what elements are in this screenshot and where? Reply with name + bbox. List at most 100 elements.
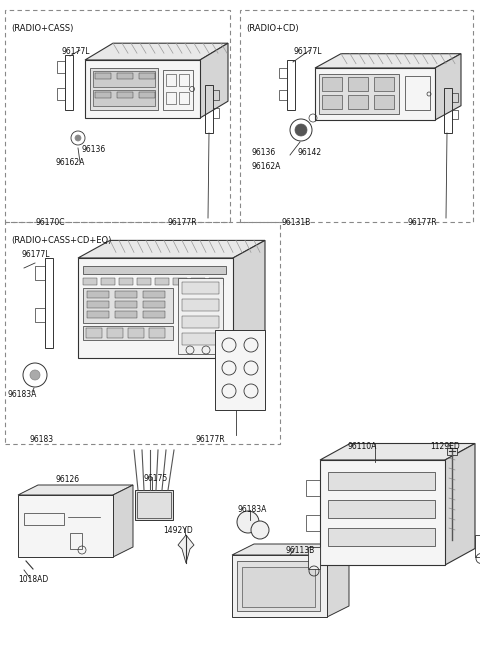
Text: 96126: 96126	[55, 475, 79, 484]
Text: 96183: 96183	[30, 435, 54, 444]
Bar	[213, 108, 219, 118]
Text: 96177L: 96177L	[294, 47, 323, 56]
Circle shape	[251, 521, 269, 539]
Text: 96170C: 96170C	[35, 218, 64, 227]
Polygon shape	[233, 240, 265, 358]
Bar	[95, 73, 111, 79]
Bar	[213, 90, 219, 100]
Polygon shape	[113, 485, 133, 557]
Bar	[308, 547, 320, 569]
Bar	[143, 291, 165, 298]
Text: 96177L: 96177L	[21, 250, 49, 259]
Bar	[209, 278, 223, 285]
Bar	[452, 93, 458, 102]
Polygon shape	[200, 43, 228, 118]
Bar	[178, 278, 223, 354]
Bar	[182, 333, 219, 345]
Bar	[117, 92, 133, 98]
Bar	[242, 567, 315, 607]
Text: 96162A: 96162A	[55, 158, 84, 167]
Text: 96113B: 96113B	[285, 546, 314, 555]
Bar	[279, 90, 287, 100]
Bar	[5, 222, 280, 444]
Bar	[374, 95, 394, 109]
Bar	[93, 90, 155, 106]
Bar	[139, 73, 155, 79]
Bar	[405, 76, 430, 110]
Text: 96183A: 96183A	[238, 505, 267, 514]
Bar	[35, 308, 45, 322]
Bar	[24, 513, 64, 525]
Text: 1018AD: 1018AD	[18, 575, 48, 584]
Polygon shape	[78, 240, 265, 258]
Bar	[287, 60, 295, 110]
Text: 96177L: 96177L	[62, 47, 91, 56]
Bar	[115, 291, 137, 298]
Bar	[232, 555, 327, 617]
Bar	[87, 291, 109, 298]
Bar	[452, 110, 458, 119]
Bar	[83, 278, 97, 285]
Text: (RADIO+CASS): (RADIO+CASS)	[11, 24, 73, 33]
Text: 96177R: 96177R	[195, 435, 225, 444]
Bar	[348, 77, 368, 91]
Bar	[205, 85, 213, 133]
Text: 96136: 96136	[82, 145, 106, 154]
Bar	[173, 278, 187, 285]
Bar	[95, 92, 111, 98]
Bar	[306, 480, 320, 496]
Bar	[115, 301, 137, 308]
Bar	[101, 278, 115, 285]
Text: 96136: 96136	[252, 148, 276, 157]
Bar	[57, 61, 65, 73]
Bar	[70, 533, 82, 549]
Bar	[182, 316, 219, 328]
Bar	[57, 88, 65, 100]
Bar	[83, 288, 173, 323]
Text: 96131B: 96131B	[281, 218, 310, 227]
Text: 96162A: 96162A	[252, 162, 281, 171]
Bar	[87, 311, 109, 318]
Bar	[119, 278, 133, 285]
Polygon shape	[85, 43, 228, 60]
Bar	[90, 68, 158, 110]
Circle shape	[237, 511, 259, 533]
Circle shape	[295, 124, 307, 136]
Bar	[35, 266, 45, 280]
Bar	[179, 92, 189, 104]
Bar	[117, 73, 133, 79]
Bar	[319, 74, 399, 114]
Bar	[128, 328, 144, 338]
Bar	[18, 495, 113, 557]
Bar	[166, 92, 176, 104]
Polygon shape	[18, 485, 133, 495]
Text: 96110A: 96110A	[348, 442, 377, 451]
Bar	[444, 88, 452, 133]
Bar	[5, 10, 230, 222]
Bar	[322, 95, 342, 109]
Bar	[83, 326, 173, 340]
Bar	[135, 490, 173, 520]
Bar	[348, 95, 368, 109]
Bar	[86, 328, 102, 338]
Bar	[65, 55, 73, 110]
Bar	[447, 448, 457, 455]
Text: 96175: 96175	[143, 474, 167, 483]
Bar	[137, 492, 171, 518]
Text: 96142: 96142	[297, 148, 321, 157]
Polygon shape	[315, 54, 461, 68]
Polygon shape	[320, 443, 475, 460]
Bar	[78, 258, 233, 358]
Bar	[149, 328, 165, 338]
Text: 1492YD: 1492YD	[163, 526, 193, 535]
Bar	[240, 10, 473, 222]
Text: 96183A: 96183A	[8, 390, 37, 399]
Bar	[137, 278, 151, 285]
Polygon shape	[178, 535, 194, 563]
Circle shape	[30, 370, 40, 380]
Polygon shape	[327, 544, 349, 617]
Bar	[237, 561, 320, 611]
Bar	[139, 92, 155, 98]
Text: 1129ED: 1129ED	[430, 442, 460, 451]
Bar	[115, 311, 137, 318]
